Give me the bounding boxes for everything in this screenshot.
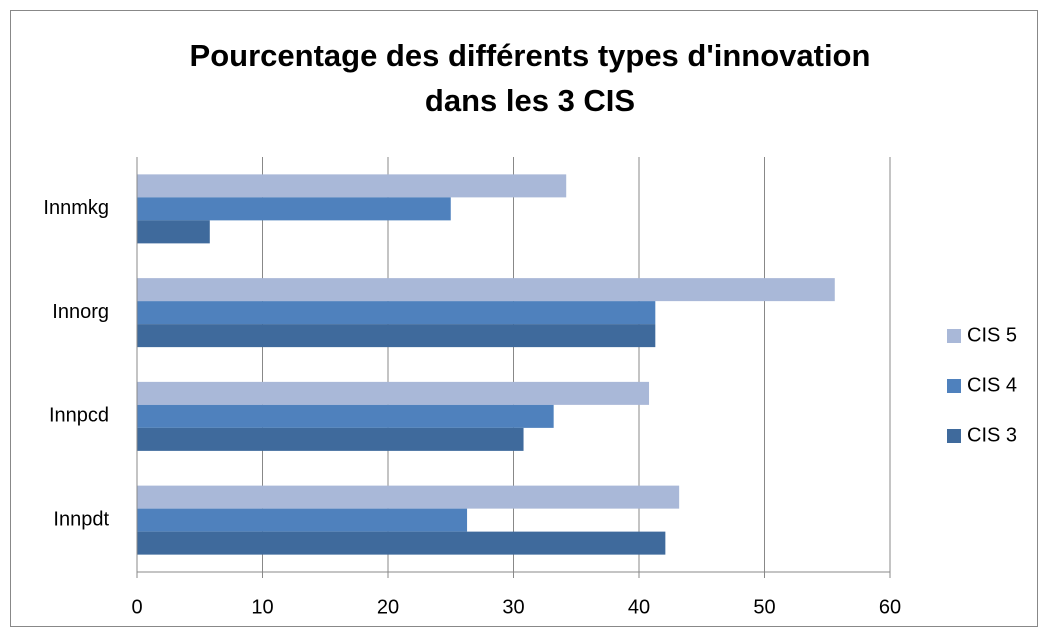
bar — [137, 197, 451, 221]
chart-title: Pourcentage des différents types d'innov… — [190, 38, 871, 73]
legend-label: CIS 3 — [967, 424, 1017, 446]
bar — [137, 301, 656, 325]
legend-label: CIS 5 — [967, 324, 1017, 346]
bar — [137, 485, 680, 509]
x-tick-label: 30 — [502, 596, 524, 618]
legend-swatch — [947, 379, 961, 393]
y-tick-label: Innorg — [52, 301, 109, 323]
bar — [137, 278, 835, 302]
x-tick-label: 50 — [753, 596, 775, 618]
x-tick-label: 60 — [879, 596, 901, 618]
bar — [137, 381, 650, 405]
bar — [137, 324, 656, 348]
bar — [137, 508, 468, 532]
bar — [137, 531, 666, 555]
bar — [137, 220, 210, 244]
legend-label: CIS 4 — [967, 374, 1017, 396]
y-tick-label: Innmkg — [43, 197, 109, 219]
x-tick-label: 40 — [628, 596, 650, 618]
legend-swatch — [947, 329, 961, 343]
y-tick-label: Innpcd — [49, 405, 109, 427]
bar — [137, 427, 524, 451]
chart-title: dans les 3 CIS — [425, 83, 635, 118]
y-tick-label: Innpdt — [53, 508, 109, 530]
x-tick-label: 10 — [251, 596, 273, 618]
bar — [137, 404, 554, 428]
legend-swatch — [947, 429, 961, 443]
bar — [137, 174, 567, 198]
x-tick-label: 0 — [131, 596, 142, 618]
x-tick-label: 20 — [377, 596, 399, 618]
